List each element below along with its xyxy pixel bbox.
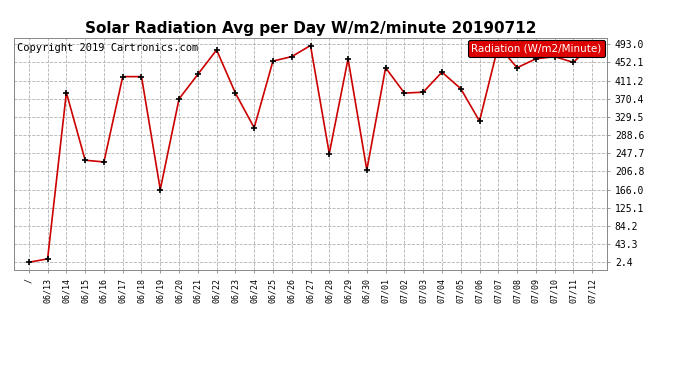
Text: Copyright 2019 Cartronics.com: Copyright 2019 Cartronics.com: [17, 44, 198, 53]
Title: Solar Radiation Avg per Day W/m2/minute 20190712: Solar Radiation Avg per Day W/m2/minute …: [85, 21, 536, 36]
Legend: Radiation (W/m2/Minute): Radiation (W/m2/Minute): [468, 40, 605, 57]
